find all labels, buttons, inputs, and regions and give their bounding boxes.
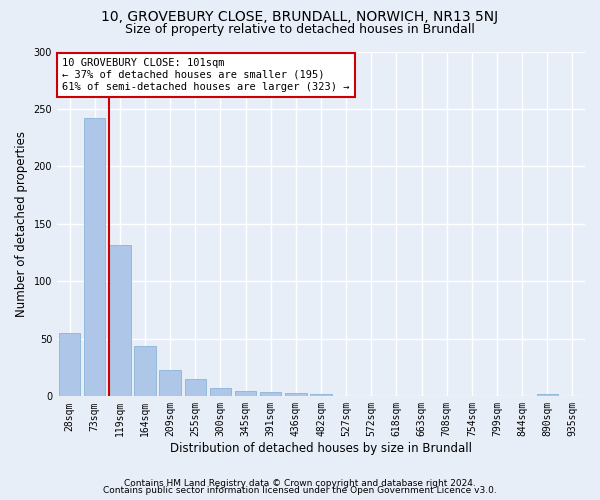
- Bar: [260, 392, 281, 396]
- Bar: [134, 346, 156, 397]
- Text: 10, GROVEBURY CLOSE, BRUNDALL, NORWICH, NR13 5NJ: 10, GROVEBURY CLOSE, BRUNDALL, NORWICH, …: [101, 10, 499, 24]
- X-axis label: Distribution of detached houses by size in Brundall: Distribution of detached houses by size …: [170, 442, 472, 455]
- Text: Contains HM Land Registry data © Crown copyright and database right 2024.: Contains HM Land Registry data © Crown c…: [124, 478, 476, 488]
- Bar: [285, 393, 307, 396]
- Bar: [210, 388, 231, 396]
- Bar: [310, 394, 332, 396]
- Bar: [109, 244, 131, 396]
- Bar: [536, 394, 558, 396]
- Bar: [235, 390, 256, 396]
- Text: Contains public sector information licensed under the Open Government Licence v3: Contains public sector information licen…: [103, 486, 497, 495]
- Text: Size of property relative to detached houses in Brundall: Size of property relative to detached ho…: [125, 22, 475, 36]
- Text: 10 GROVEBURY CLOSE: 101sqm
← 37% of detached houses are smaller (195)
61% of sem: 10 GROVEBURY CLOSE: 101sqm ← 37% of deta…: [62, 58, 350, 92]
- Bar: [160, 370, 181, 396]
- Bar: [84, 118, 106, 396]
- Bar: [185, 379, 206, 396]
- Bar: [59, 333, 80, 396]
- Y-axis label: Number of detached properties: Number of detached properties: [15, 131, 28, 317]
